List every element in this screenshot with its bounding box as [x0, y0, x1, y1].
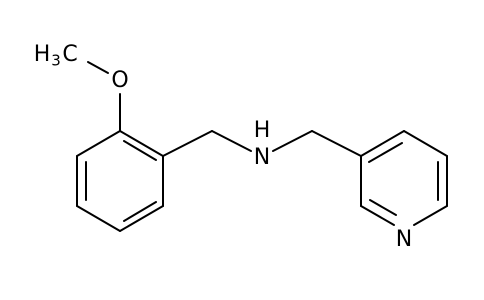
bond [272, 130, 313, 152]
atom-label: O [111, 68, 128, 93]
atom-label: C [62, 42, 77, 67]
bond [162, 130, 213, 157]
atom-label: H [34, 42, 51, 67]
bond [360, 205, 395, 226]
atom-subscript: 3 [51, 52, 61, 70]
bond [119, 130, 164, 157]
double-bond [369, 199, 397, 216]
bond [311, 130, 362, 157]
atom-label: N [254, 145, 270, 170]
bond [87, 61, 109, 74]
bond [211, 130, 252, 152]
bond [76, 205, 121, 232]
atom-label: N [396, 227, 412, 252]
double-bond [368, 142, 403, 163]
bond [360, 130, 405, 157]
bonds [76, 61, 448, 232]
double-bond [123, 140, 157, 161]
bond [403, 130, 448, 157]
bond [76, 130, 121, 157]
bond [119, 205, 164, 232]
bond [413, 205, 448, 226]
atom-label: H [254, 118, 271, 143]
double-bond [123, 201, 157, 222]
